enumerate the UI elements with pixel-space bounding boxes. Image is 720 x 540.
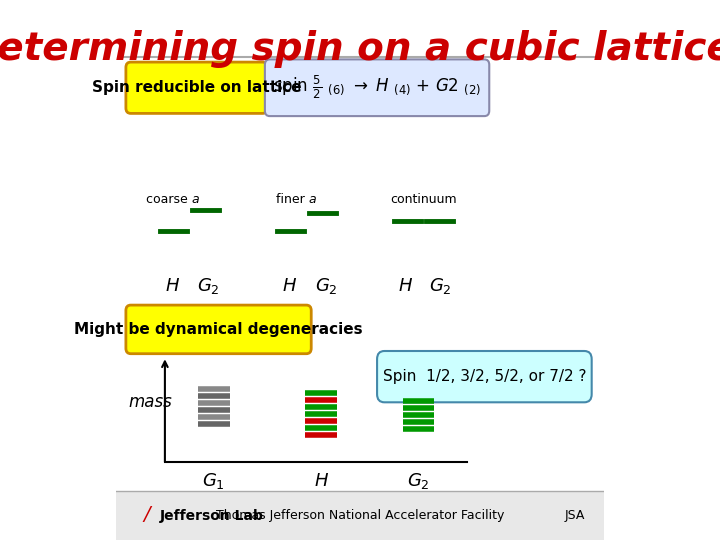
Text: $G_2$: $G_2$ [197, 276, 220, 296]
Text: Might be dynamical degeneracies: Might be dynamical degeneracies [74, 322, 363, 337]
Text: a: a [192, 193, 199, 206]
Text: H: H [398, 277, 412, 295]
Text: $G_2$: $G_2$ [408, 470, 430, 491]
Text: $G_2$: $G_2$ [429, 276, 452, 296]
Text: continuum: continuum [390, 193, 456, 206]
Text: a: a [309, 193, 316, 206]
Text: mass: mass [128, 393, 172, 411]
Text: H: H [282, 277, 296, 295]
FancyBboxPatch shape [377, 351, 592, 402]
Text: Spin  1/2, 3/2, 5/2, or 7/2 ?: Spin 1/2, 3/2, 5/2, or 7/2 ? [382, 369, 586, 384]
Text: $G_2$: $G_2$ [315, 276, 337, 296]
FancyBboxPatch shape [126, 62, 267, 113]
Bar [116, 491, 604, 540]
Text: Determining spin on a cubic lattice?: Determining spin on a cubic lattice? [0, 30, 720, 68]
Text: Jefferson Lab: Jefferson Lab [160, 509, 264, 523]
Text: coarse: coarse [146, 193, 192, 206]
Text: Thomas Jefferson National Accelerator Facility: Thomas Jefferson National Accelerator Fa… [216, 509, 504, 522]
Text: JSA: JSA [564, 509, 585, 522]
Text: Spin reducible on lattice: Spin reducible on lattice [91, 80, 302, 95]
Text: spin $\frac{5}{2}$ $_{(6)}$ $\rightarrow$ $H$ $_{(4)}$ $+$ $G2$ $_{(2)}$: spin $\frac{5}{2}$ $_{(6)}$ $\rightarrow… [273, 74, 481, 101]
FancyBboxPatch shape [126, 305, 311, 354]
Text: $G_1$: $G_1$ [202, 470, 225, 491]
Text: H: H [314, 471, 328, 490]
Text: finer: finer [276, 193, 309, 206]
Text: /: / [143, 505, 150, 524]
Text: H: H [166, 277, 179, 295]
FancyBboxPatch shape [265, 59, 490, 116]
